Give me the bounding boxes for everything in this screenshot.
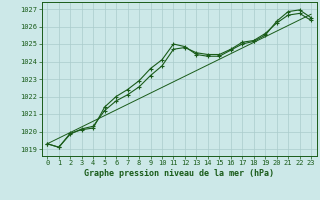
X-axis label: Graphe pression niveau de la mer (hPa): Graphe pression niveau de la mer (hPa) [84,169,274,178]
